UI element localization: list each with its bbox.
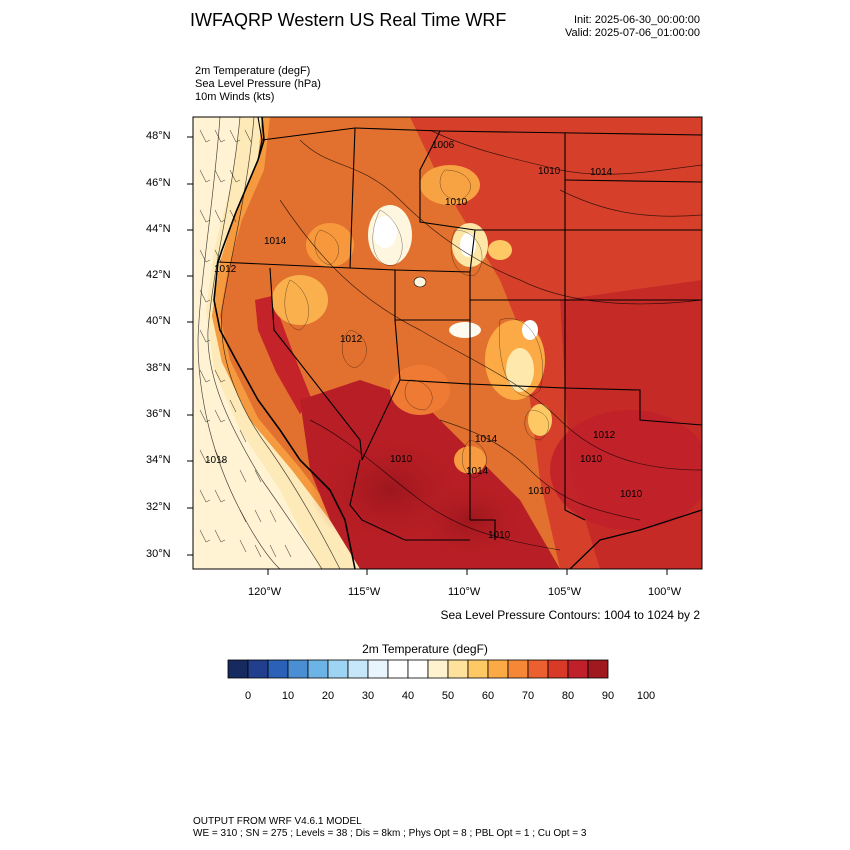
pressure-label: 1010 [390, 454, 413, 465]
colorbar-swatch [327, 659, 349, 679]
lat-label: 32°N [146, 501, 171, 513]
colorbar-label: 0 [244, 690, 252, 702]
colorbar-swatch [287, 659, 309, 679]
pressure-label: 1012 [214, 264, 237, 275]
lat-label: 42°N [146, 269, 171, 281]
colorbar-label: 20 [321, 690, 335, 702]
lon-label: 110°W [448, 586, 481, 598]
colorbar-label: 70 [521, 690, 535, 702]
colorbar-swatch [247, 659, 269, 679]
colorbar-swatch [547, 659, 569, 679]
colorbar-label: 100 [636, 690, 656, 702]
pressure-label: 1012 [340, 334, 363, 345]
colorbar-swatch [427, 659, 449, 679]
contour-note: Sea Level Pressure Contours: 1004 to 102… [440, 608, 701, 622]
colorbar-swatch [307, 659, 329, 679]
pressure-label: 1010 [620, 489, 643, 500]
pressure-label: 1014 [466, 466, 489, 477]
pressure-label: 1010 [445, 197, 468, 208]
colorbar-swatch [487, 659, 509, 679]
colorbar-swatch [527, 659, 549, 679]
colorbar-label: 30 [361, 690, 375, 702]
lon-label: 115°W [348, 586, 381, 598]
pressure-label: 1012 [593, 430, 616, 441]
colorbar-swatch [227, 659, 249, 679]
footer-options-line: WE = 310 ; SN = 275 ; Levels = 38 ; Dis … [193, 828, 587, 839]
pressure-label: 1018 [205, 455, 228, 466]
lat-label: 44°N [146, 223, 171, 235]
colorbar-swatch [267, 659, 289, 679]
colorbar-swatch [347, 659, 369, 679]
colorbar-title: 2m Temperature (degF) [362, 642, 488, 656]
pressure-label: 1010 [580, 454, 603, 465]
init-time: Init: 2025-06-30_00:00:00 [574, 14, 700, 26]
pressure-label: 1010 [528, 486, 551, 497]
lat-label: 40°N [146, 315, 171, 327]
map-title: IWFAQRP Western US Real Time WRF [190, 10, 507, 30]
pressure-label: 1014 [264, 236, 287, 247]
lat-label: 46°N [146, 177, 171, 189]
colorbar-swatch [407, 659, 429, 679]
pressure-label: 1014 [590, 167, 613, 178]
colorbar-swatch [567, 659, 589, 679]
colorbar-label: 90 [601, 690, 615, 702]
pressure-label: 1014 [475, 434, 498, 445]
field-label-pressure: Sea Level Pressure (hPa) [195, 78, 321, 90]
field-label-temperature: 2m Temperature (degF) [195, 65, 311, 77]
colorbar-swatch [587, 659, 609, 679]
colorbar-swatch [387, 659, 409, 679]
colorbar-swatch [367, 659, 389, 679]
pressure-label: 1010 [538, 166, 561, 177]
lon-label: 120°W [248, 586, 282, 598]
valid-time: Valid: 2025-07-06_01:00:00 [565, 27, 700, 39]
colorbar-swatch [467, 659, 489, 679]
lat-label: 36°N [146, 408, 171, 420]
colorbar-swatch [507, 659, 529, 679]
temperature-field: 1006 1010 1014 1012 1014 1010 1012 1018 … [193, 117, 702, 569]
lon-label: 100°W [648, 586, 682, 598]
colorbar-label: 40 [401, 690, 415, 702]
lat-label: 34°N [146, 454, 171, 466]
colorbar-label: 50 [441, 690, 455, 702]
field-label-winds: 10m Winds (kts) [195, 91, 275, 103]
map-frame [192, 116, 703, 570]
lat-label: 48°N [146, 130, 171, 142]
lat-label: 38°N [146, 362, 171, 374]
lon-label: 105°W [548, 586, 582, 598]
colorbar-swatch [447, 659, 469, 679]
pressure-contour-labels: 1006 1010 1014 1012 1014 1010 1012 1018 … [205, 140, 643, 541]
footer-model-line: OUTPUT FROM WRF V4.6.1 MODEL [193, 816, 362, 827]
colorbar-label: 10 [281, 690, 295, 702]
pressure-label: 1006 [432, 140, 455, 151]
colorbar [227, 659, 609, 679]
pressure-label: 1010 [488, 530, 511, 541]
colorbar-label: 60 [481, 690, 495, 702]
colorbar-label: 80 [561, 690, 575, 702]
lat-label: 30°N [146, 548, 171, 560]
axis-ticks [187, 136, 668, 575]
